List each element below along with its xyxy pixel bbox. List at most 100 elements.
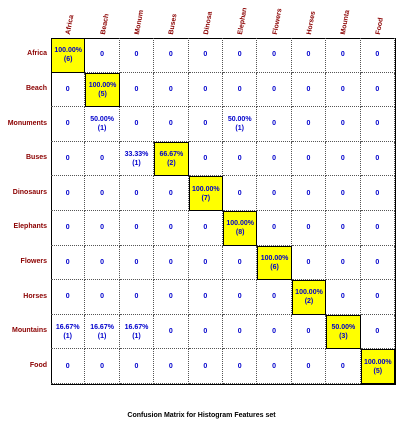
cell-percentage: 50.00%: [227, 115, 252, 123]
cell-value: 0: [100, 155, 105, 163]
matrix-cell: 0: [51, 72, 86, 108]
matrix-cell: 0: [291, 72, 327, 108]
cell-value: 0: [65, 189, 70, 197]
matrix-cell: 0: [119, 245, 155, 281]
row-label: Elephants: [13, 223, 47, 231]
column-label: Elephan: [237, 7, 249, 36]
matrix-cell: 0: [291, 38, 327, 73]
cell-value: 0: [168, 258, 173, 266]
matrix-cell: 0: [154, 280, 189, 315]
column-label: Mounta: [340, 9, 352, 36]
cell-value: 0: [306, 155, 311, 163]
cell-value: 0: [340, 85, 345, 93]
matrix-cell: 100.00% (2): [291, 280, 327, 315]
cell-value: 0: [100, 224, 105, 232]
cell-value: 0: [340, 224, 345, 232]
cell-value: 0: [272, 120, 277, 128]
cell-value: 0: [306, 258, 311, 266]
row-label: Mountains: [12, 327, 47, 335]
matrix-cell: 0: [85, 211, 120, 246]
cell-value: 0: [168, 293, 173, 301]
matrix-cell: 0: [188, 211, 223, 246]
cell-count: (2): [167, 160, 176, 168]
matrix-cell: 0: [360, 211, 395, 246]
cell-percentage: 16.67%: [124, 323, 149, 331]
matrix-cell: 16.67% (1): [51, 314, 86, 350]
cell-value: 0: [100, 293, 105, 301]
matrix-cell: 0: [188, 72, 223, 108]
cell-value: 0: [340, 362, 345, 370]
matrix-cell: 0: [326, 141, 361, 177]
cell-percentage: 50.00%: [331, 324, 356, 332]
cell-value: 0: [375, 155, 380, 163]
cell-percentage: 100.00%: [54, 47, 83, 55]
matrix-cell: 0: [51, 107, 86, 142]
cell-percentage: 100.00%: [295, 289, 323, 297]
cell-value: 0: [272, 224, 277, 232]
cell-value: 0: [340, 189, 345, 197]
matrix-cell: 0: [223, 38, 258, 73]
matrix-cell: 0: [154, 349, 189, 384]
matrix-cell: 0: [291, 211, 327, 246]
matrix-cell: 0: [154, 245, 189, 281]
matrix-cell: 0: [223, 72, 258, 108]
matrix-cell: 0: [188, 314, 223, 350]
cell-value: 0: [375, 258, 380, 266]
matrix-cell: 0: [326, 72, 361, 108]
row-label: Buses: [25, 154, 47, 162]
matrix-cell: 0: [360, 245, 395, 281]
matrix-cell: 0: [291, 349, 327, 384]
matrix-cell: 0: [188, 349, 223, 384]
cell-value: 0: [340, 51, 345, 59]
matrix-cell: 0: [326, 280, 361, 315]
cell-value: 0: [203, 328, 208, 336]
matrix-cell: 0: [119, 72, 155, 108]
matrix-cell: 0: [119, 176, 155, 211]
matrix-cell: 0: [223, 349, 258, 384]
matrix-cell: 100.00% (5): [360, 349, 395, 384]
matrix-cell: 16.67% (1): [119, 314, 155, 350]
matrix-cell: 0: [223, 141, 258, 177]
matrix-cell: 0: [188, 38, 223, 73]
matrix-cell: 0: [188, 245, 223, 281]
matrix-cell: 0: [257, 38, 292, 73]
cell-value: 0: [340, 258, 345, 266]
cell-value: 0: [65, 224, 70, 232]
matrix-cell: 0: [291, 141, 327, 177]
matrix-cell: 0: [154, 314, 189, 350]
cell-value: 0: [168, 85, 173, 93]
cell-value: 0: [272, 85, 277, 93]
cell-percentage: 16.67%: [90, 323, 114, 331]
matrix-cell: 0: [291, 176, 327, 211]
cell-value: 0: [237, 155, 242, 163]
matrix-cell: 0: [51, 141, 86, 177]
cell-count: (1): [132, 159, 141, 167]
cell-value: 0: [272, 51, 277, 59]
matrix-cell: 0: [326, 349, 361, 384]
matrix-cell: 0: [223, 245, 258, 281]
matrix-cell: 0: [291, 314, 327, 350]
cell-value: 0: [237, 51, 242, 59]
matrix-cell: 0: [85, 349, 120, 384]
matrix-cell: 0: [360, 141, 395, 177]
column-label: Food: [374, 17, 385, 36]
cell-count: (2): [304, 298, 314, 306]
cell-value: 0: [375, 51, 380, 59]
matrix-cell: 0: [119, 280, 155, 315]
cell-value: 0: [168, 224, 173, 232]
cell-value: 0: [237, 362, 242, 370]
cell-value: 0: [168, 328, 173, 336]
matrix-cell: 0: [257, 107, 292, 142]
cell-value: 0: [306, 328, 311, 336]
cell-value: 0: [203, 362, 208, 370]
matrix-cell: 0: [85, 280, 120, 315]
cell-value: 0: [306, 224, 311, 232]
matrix-cell: 16.67% (1): [85, 314, 120, 350]
matrix-cell: 0: [85, 141, 120, 177]
matrix-cell: 0: [257, 314, 292, 350]
matrix-cell: 0: [257, 211, 292, 246]
cell-value: 0: [65, 362, 70, 370]
matrix-cell: 0: [326, 38, 361, 73]
cell-count: (1): [97, 332, 107, 340]
cell-value: 0: [65, 293, 70, 301]
